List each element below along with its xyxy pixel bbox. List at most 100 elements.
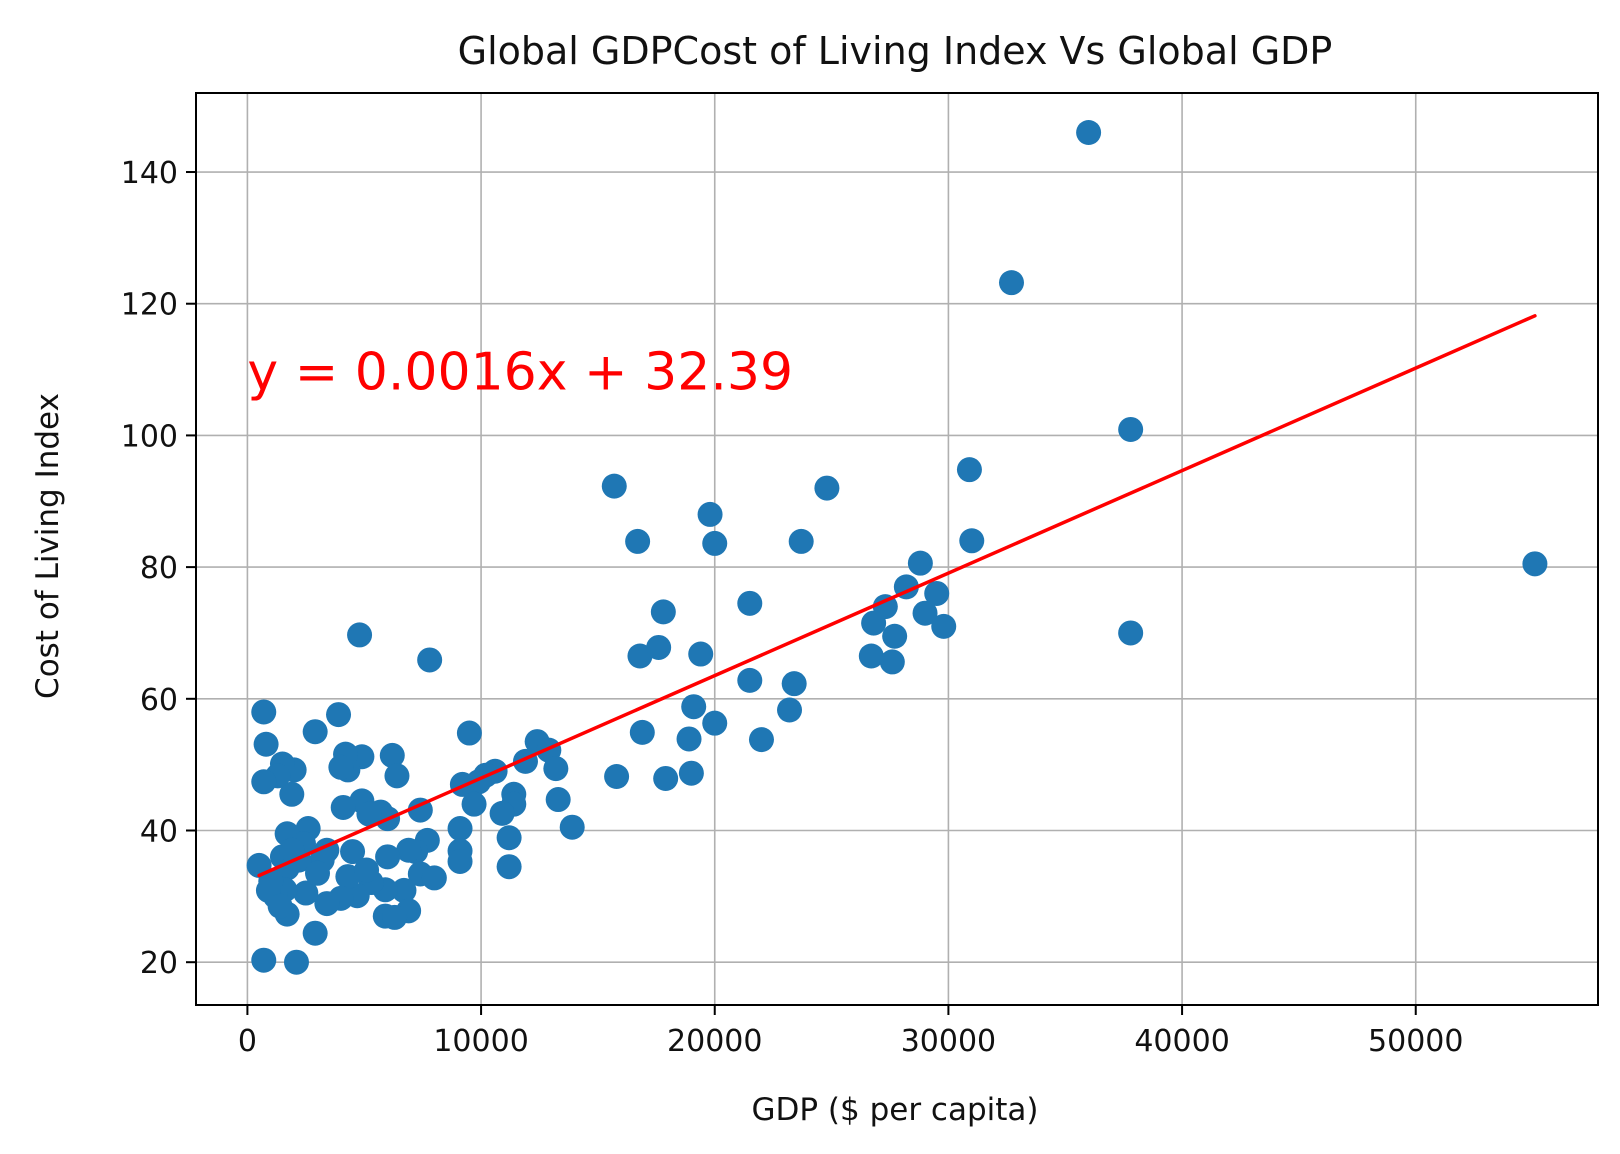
data-point: [354, 857, 380, 883]
data-point: [861, 610, 887, 636]
data-point: [627, 643, 653, 669]
data-point: [461, 791, 487, 817]
data-point: [646, 634, 672, 660]
data-point: [737, 590, 763, 616]
plot-frame: [195, 92, 1599, 1006]
x-axis-ticks: 0 10000 20000 30000 40000 50000: [238, 1005, 1463, 1059]
y-axis-ticks: 20 40 60 80 100 120 140: [121, 156, 196, 981]
data-point: [688, 641, 714, 667]
x-tick-label: 40000: [1134, 1024, 1229, 1059]
data-point: [375, 844, 401, 870]
data-point: [293, 880, 319, 906]
grid: [196, 93, 1598, 1005]
y-tick-label: 40: [140, 815, 178, 850]
data-point: [328, 754, 354, 780]
y-tick-label: 80: [140, 551, 178, 586]
data-point: [421, 865, 447, 891]
x-tick-label: 0: [238, 1024, 257, 1059]
data-point: [267, 893, 293, 919]
data-point: [781, 671, 807, 697]
data-point: [417, 647, 443, 673]
data-point: [653, 765, 679, 791]
data-point: [251, 769, 277, 795]
y-tick-label: 100: [121, 419, 178, 454]
data-point: [302, 719, 328, 745]
data-point: [1118, 416, 1144, 442]
data-point: [931, 613, 957, 639]
data-points: [246, 120, 1548, 975]
data-point: [251, 947, 277, 973]
data-point: [496, 854, 522, 880]
data-point: [347, 622, 373, 648]
data-point: [314, 891, 340, 917]
data-point: [702, 530, 728, 556]
y-tick-label: 60: [140, 683, 178, 718]
data-point: [678, 760, 704, 786]
data-point: [959, 528, 985, 554]
chart-title: Global GDPCost of Living Index Vs Global…: [458, 29, 1333, 73]
data-point: [496, 825, 522, 851]
x-tick-label: 20000: [667, 1024, 762, 1059]
data-point: [737, 667, 763, 693]
data-point: [912, 600, 938, 626]
data-point: [907, 550, 933, 576]
data-point: [650, 599, 676, 625]
data-point: [279, 781, 305, 807]
data-point: [814, 475, 840, 501]
data-point: [625, 528, 651, 554]
x-tick-label: 10000: [433, 1024, 528, 1059]
y-tick-label: 140: [121, 156, 178, 191]
data-point: [882, 623, 908, 649]
data-point: [998, 270, 1024, 296]
data-point: [545, 787, 571, 813]
data-point: [456, 720, 482, 746]
data-point: [924, 580, 950, 606]
data-point: [330, 794, 356, 820]
regression-equation: y = 0.0016x + 32.39: [247, 342, 793, 402]
y-tick-label: 20: [140, 946, 178, 981]
data-point: [604, 764, 630, 790]
x-tick-label: 30000: [901, 1024, 996, 1059]
data-point: [629, 719, 655, 745]
data-point: [391, 877, 417, 903]
data-point: [1076, 120, 1102, 146]
data-point: [777, 697, 803, 723]
data-point: [748, 727, 774, 753]
data-point: [379, 742, 405, 768]
data-point: [253, 731, 279, 757]
data-point: [356, 801, 382, 827]
y-axis-label: Cost of Living Index: [30, 393, 66, 699]
data-point: [858, 643, 884, 669]
data-point: [697, 501, 723, 527]
data-point: [384, 763, 410, 789]
data-point: [788, 528, 814, 554]
data-point: [326, 702, 352, 728]
data-point: [879, 649, 905, 675]
x-axis-label: GDP ($ per capita): [751, 1092, 1038, 1128]
data-point: [559, 814, 585, 840]
data-point: [702, 710, 728, 736]
regression-line-group: [257, 314, 1537, 878]
data-point: [956, 457, 982, 483]
data-point: [382, 904, 408, 930]
regression-line: [257, 314, 1537, 878]
data-point: [681, 694, 707, 720]
data-point: [489, 800, 515, 826]
data-point: [302, 920, 328, 946]
x-tick-label: 50000: [1368, 1024, 1463, 1059]
data-point: [283, 949, 309, 975]
data-point: [340, 839, 366, 865]
data-point: [1118, 620, 1144, 646]
y-tick-label: 120: [121, 288, 178, 323]
data-point: [1522, 551, 1548, 577]
data-point: [676, 726, 702, 752]
data-point: [305, 860, 331, 886]
data-point: [396, 837, 422, 863]
data-point: [447, 816, 473, 842]
data-point: [543, 756, 569, 782]
data-point: [251, 699, 277, 725]
data-point: [601, 473, 627, 499]
data-point: [447, 848, 473, 874]
